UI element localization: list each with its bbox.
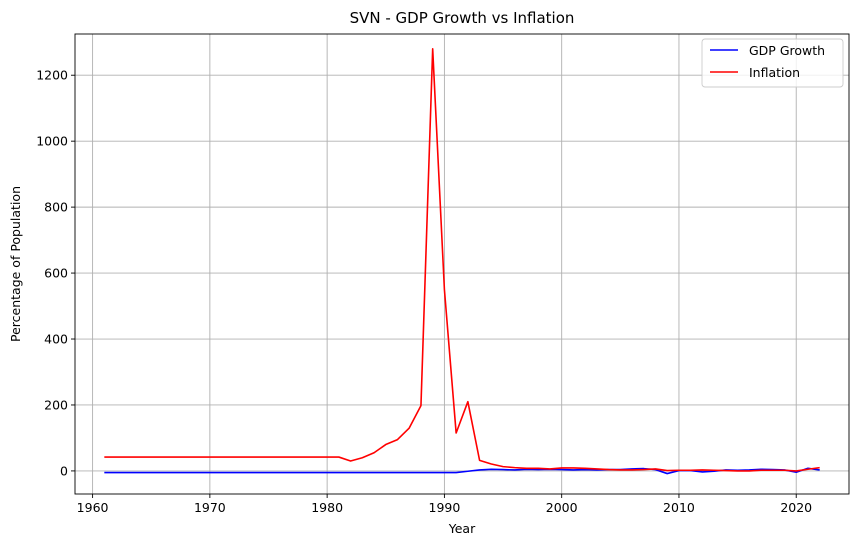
x-tick-label: 1960: [77, 500, 109, 515]
x-axis: 1960 1970 1980 1990 2000 2010 2020: [77, 494, 812, 515]
chart-title: SVN - GDP Growth vs Inflation: [350, 9, 575, 27]
y-tick-label: 200: [44, 397, 68, 412]
legend-box: [701, 38, 844, 88]
x-axis-label: Year: [448, 521, 476, 536]
plot-background: [75, 34, 849, 494]
x-tick-label: 2010: [663, 500, 695, 515]
x-tick-label: 1980: [311, 500, 343, 515]
legend-label-inflation: Inflation: [749, 65, 800, 80]
series-layer: [104, 48, 820, 475]
x-tick-label: 2020: [780, 500, 812, 515]
y-axis-label: Percentage of Population: [8, 186, 23, 342]
y-tick-label: 0: [60, 463, 68, 478]
x-tick-label: 1990: [429, 500, 461, 515]
y-tick-label: 1000: [36, 134, 68, 149]
legend-label-gdp-growth: GDP Growth: [749, 43, 825, 58]
y-tick-label: 1200: [36, 68, 68, 83]
y-tick-label: 600: [44, 266, 68, 281]
y-tick-label: 400: [44, 332, 68, 347]
x-tick-label: 1970: [194, 500, 226, 515]
y-tick-label: 800: [44, 200, 68, 215]
y-axis: 0 200 400 600 800 1000 1200: [36, 68, 75, 478]
x-tick-label: 2000: [546, 500, 578, 515]
series-line-gdp-growth: [104, 467, 820, 475]
plot-frame: [74, 33, 850, 495]
grid: [75, 34, 849, 494]
legend: GDP Growth Inflation: [701, 38, 844, 88]
series-line-inflation: [104, 48, 820, 472]
